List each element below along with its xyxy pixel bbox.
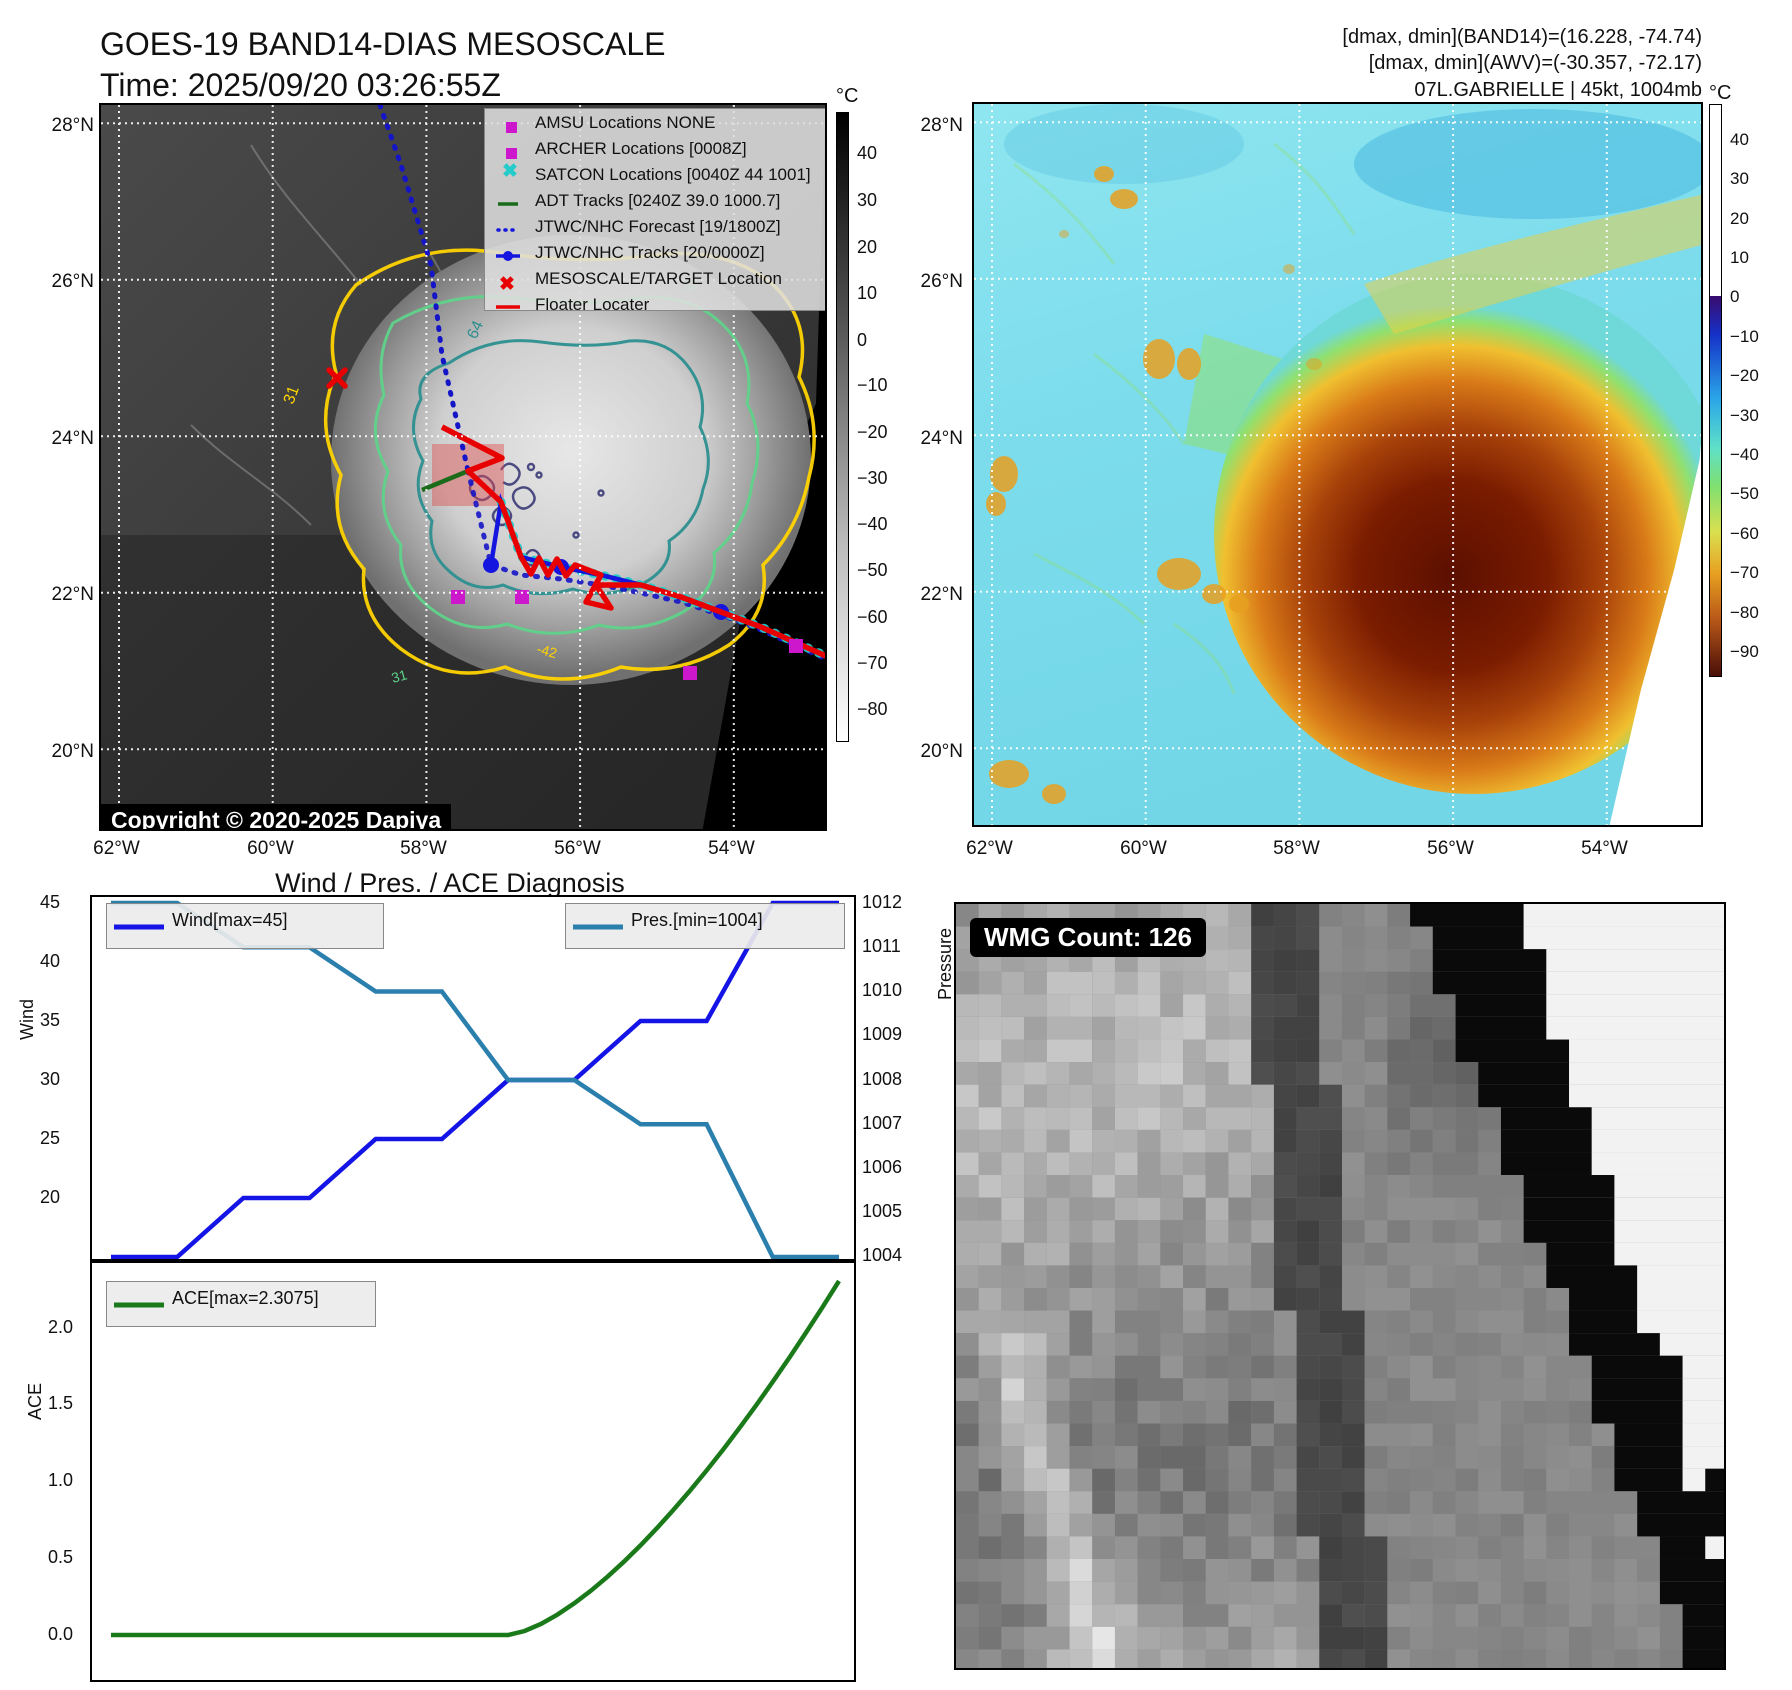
svg-text:✖: ✖ — [499, 274, 515, 295]
svg-text:✖: ✖ — [502, 161, 518, 182]
